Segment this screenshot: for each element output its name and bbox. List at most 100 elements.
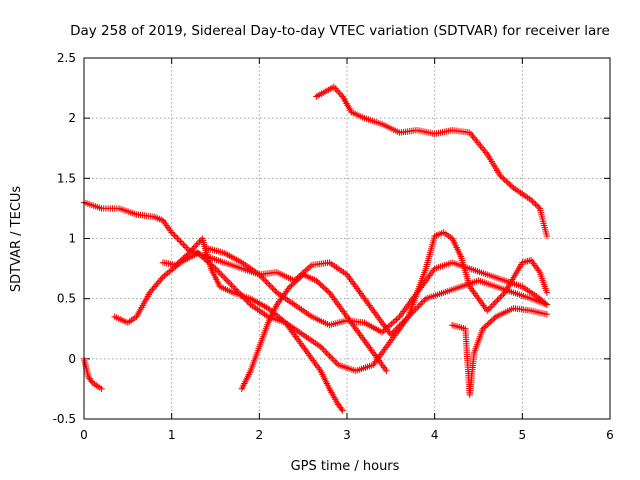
data-point: [305, 264, 312, 272]
series-track-f: [238, 271, 390, 393]
data-point: [266, 281, 273, 289]
data-point: [168, 229, 175, 236]
series-track-g: [313, 83, 551, 240]
data-point: [501, 176, 508, 184]
series-track-e: [203, 229, 551, 338]
data-point: [317, 281, 324, 288]
data-point: [543, 289, 551, 296]
plot-frame: [83, 57, 611, 420]
data-point: [495, 295, 503, 302]
data-point: [321, 348, 329, 355]
y-tick-label: 2: [68, 111, 76, 125]
data-point: [388, 320, 395, 328]
y-axis-label: SDTVAR / TECUs: [9, 186, 24, 293]
data-point: [413, 304, 421, 311]
data-point: [505, 180, 513, 188]
data-point: [317, 343, 324, 350]
data-point: [303, 266, 311, 273]
data-point: [174, 235, 181, 242]
data-point: [172, 233, 180, 241]
data-point: [378, 329, 386, 336]
x-tick-label: 0: [80, 428, 88, 442]
data-point: [222, 275, 229, 283]
data-point: [190, 244, 197, 252]
data-point: [421, 296, 428, 304]
data-point: [484, 307, 491, 314]
data-point: [323, 286, 330, 294]
data-point: [418, 299, 425, 307]
data-point: [498, 174, 506, 181]
data-point: [530, 199, 538, 207]
data-point: [324, 351, 332, 358]
data-point: [267, 283, 275, 290]
data-point: [270, 286, 278, 293]
data-point: [194, 249, 202, 257]
data-point: [196, 251, 203, 258]
grid: [84, 58, 610, 419]
data-point: [244, 298, 251, 305]
data-point: [158, 275, 165, 282]
data-point: [316, 280, 323, 287]
data-point: [402, 316, 409, 323]
x-tick-label: 2: [256, 428, 264, 442]
data-point: [543, 232, 551, 240]
data-point: [228, 281, 235, 289]
data-point: [215, 268, 222, 275]
data-point: [320, 346, 327, 354]
data-point: [226, 280, 234, 287]
data-point: [330, 357, 338, 364]
data-point: [291, 279, 298, 286]
x-tick-label: 4: [431, 428, 439, 442]
data-point: [197, 252, 205, 259]
y-tick-label: 0.5: [57, 292, 76, 306]
data-point: [500, 290, 507, 298]
data-point: [543, 301, 551, 308]
data-point: [183, 244, 190, 251]
data-point: [180, 255, 187, 262]
data-point: [188, 246, 196, 253]
data-point: [314, 278, 321, 286]
data-point: [194, 240, 202, 247]
data-point: [187, 248, 194, 255]
data-point: [508, 183, 516, 190]
data-point: [333, 86, 340, 94]
data-point: [489, 301, 497, 308]
data-point: [482, 322, 490, 330]
data-point: [174, 260, 181, 267]
data-point: [399, 319, 406, 326]
data-point: [181, 242, 189, 250]
y-tick-label: 1: [68, 232, 76, 246]
data-point: [392, 327, 399, 334]
data-point: [492, 298, 500, 305]
data-point: [288, 282, 295, 289]
data-point: [175, 236, 183, 244]
data-point: [191, 243, 199, 250]
data-point: [269, 284, 276, 292]
data-point: [177, 257, 184, 265]
series-track-c: [111, 249, 551, 375]
data-point: [219, 272, 227, 280]
data-point: [294, 276, 301, 284]
data-point: [264, 280, 272, 287]
data-point: [416, 301, 424, 308]
y-tick-label: 2.5: [57, 51, 76, 65]
data-point: [272, 287, 279, 295]
data-point: [313, 277, 320, 284]
data-points: [80, 83, 551, 414]
y-tick-label: 1.5: [57, 171, 76, 185]
data-point: [221, 274, 228, 281]
data-point: [184, 251, 191, 258]
data-point: [320, 284, 327, 291]
data-point: [199, 254, 206, 261]
x-axis-label: GPS time / hours: [291, 459, 400, 474]
data-point: [336, 90, 343, 97]
data-point: [479, 325, 487, 332]
data-point: [394, 324, 402, 331]
data-point: [280, 318, 288, 325]
data-point: [327, 354, 335, 361]
data-point: [485, 305, 492, 313]
series-track-d: [159, 235, 346, 414]
x-tick-label: 6: [606, 428, 614, 442]
data-point: [171, 232, 178, 239]
